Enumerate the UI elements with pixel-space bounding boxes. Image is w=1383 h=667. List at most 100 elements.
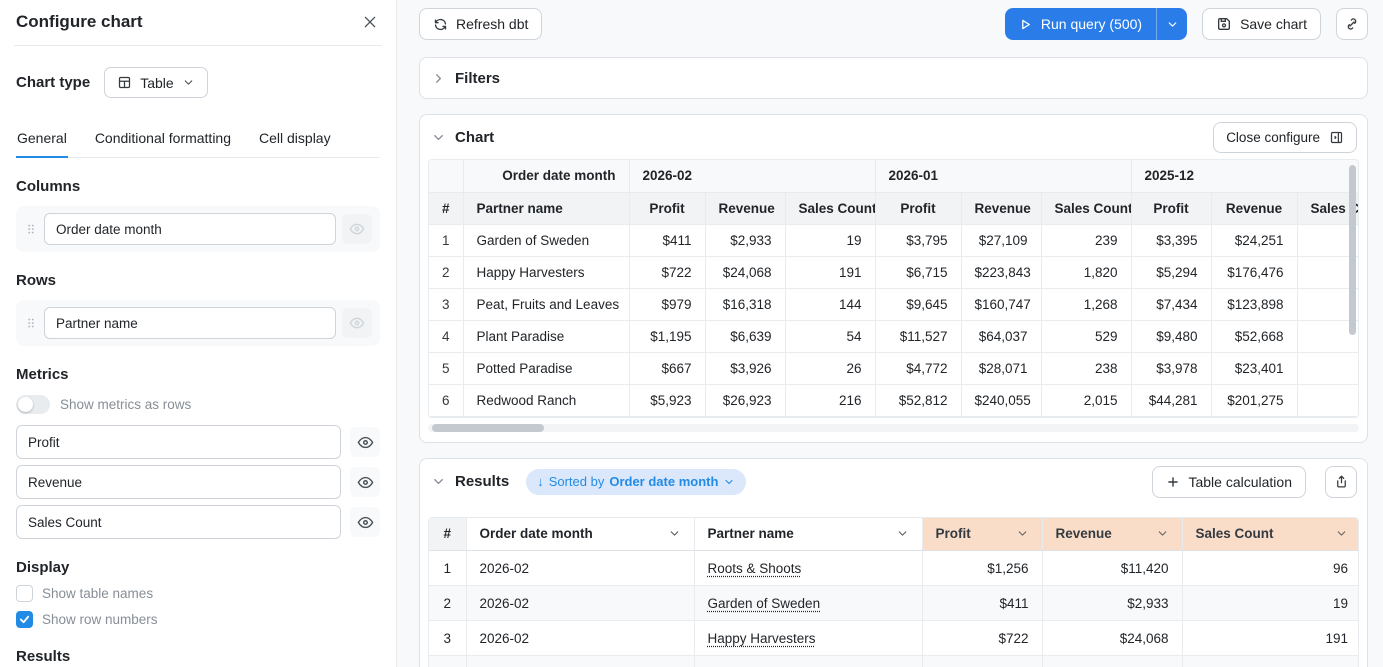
table-calculation-label: Table calculation — [1188, 473, 1292, 490]
run-query-dropdown[interactable] — [1156, 8, 1188, 40]
results-partner-cell: Garden of Sweden — [694, 585, 923, 621]
metric-input-profit[interactable] — [16, 425, 341, 459]
pivot-value-cell: $23,401 — [1211, 352, 1298, 385]
results-revenue-cell: $24,068 — [1042, 620, 1183, 656]
chevron-down-icon[interactable] — [1016, 527, 1029, 540]
results-revenue-cell: $11,420 — [1042, 550, 1183, 586]
pivot-row: 3 Peat, Fruits and Leaves $979 $16,318 144 $9… — [429, 288, 1358, 321]
columns-field-input[interactable] — [44, 213, 336, 245]
pivot-value-cell: $4,772 — [875, 352, 962, 385]
tab-conditional-formatting[interactable]: Conditional formatting — [94, 130, 231, 146]
results-header-label: Profit — [935, 526, 971, 542]
config-tabs: General Conditional formatting Cell disp… — [16, 122, 380, 158]
pivot-value-cell: $722 — [629, 256, 706, 289]
share-link-button[interactable] — [1336, 8, 1368, 40]
chevron-right-icon[interactable] — [431, 71, 446, 86]
run-query-split-button: Run query (500) — [1004, 8, 1188, 40]
pivot-column-group-label: 2025-12 — [1131, 160, 1358, 193]
rows-field-input[interactable] — [44, 307, 336, 339]
sorted-by-pill[interactable]: ↓ Sorted by Order date month — [526, 468, 747, 495]
pivot-value-cell: 239 — [1041, 224, 1132, 257]
pivot-row-number: 3 — [429, 288, 464, 321]
results-cell — [429, 655, 467, 667]
pivot-partner-name-cell: Peat, Fruits and Leaves — [463, 288, 630, 321]
chevron-down-icon[interactable] — [431, 130, 446, 145]
results-date-cell: 2026-02 — [466, 620, 695, 656]
pivot-row: 4 Plant Paradise $1,195 $6,639 54 $11,527 $64,… — [429, 320, 1358, 353]
pivot-value-cell: $6,715 — [875, 256, 962, 289]
chevron-down-icon[interactable] — [431, 474, 446, 489]
results-row: 2 2026-02 Garden of Sweden $411 $2,933 19 — [429, 585, 1358, 621]
vertical-scrollbar[interactable] — [1349, 165, 1356, 335]
pivot-value-cell — [1297, 224, 1358, 257]
results-profit-cell: $722 — [922, 620, 1043, 656]
results-row-number: 3 — [429, 620, 467, 656]
pivot-table: Order date month 2026-02 2026-01 2025-12 # Pa… — [429, 160, 1358, 417]
chart-type-select[interactable]: Table — [104, 67, 208, 98]
pivot-header-row: # Partner name Profit Revenue Sales Count Pro… — [429, 192, 1358, 225]
pivot-value-cell: $667 — [629, 352, 706, 385]
metric-input-revenue[interactable] — [16, 465, 341, 499]
eye-icon[interactable] — [342, 214, 372, 244]
pivot-metric-header: Revenue — [961, 192, 1042, 225]
columns-field-box — [16, 206, 380, 252]
pivot-value-cell: $1,195 — [629, 320, 706, 353]
refresh-dbt-button[interactable]: Refresh dbt — [419, 8, 543, 40]
close-configure-button[interactable]: Close configure — [1213, 121, 1357, 153]
pivot-value-cell: 238 — [1041, 352, 1132, 385]
pivot-value-cell: $123,898 — [1211, 288, 1298, 321]
table-calculation-button[interactable]: Table calculation — [1152, 465, 1306, 498]
pivot-value-cell: $26,923 — [705, 384, 786, 417]
partner-name-link[interactable]: Happy Harvesters — [707, 630, 816, 646]
pivot-value-cell: 1,820 — [1041, 256, 1132, 289]
drag-handle-icon[interactable] — [24, 222, 38, 236]
tab-cell-display[interactable]: Cell display — [259, 130, 331, 146]
partner-name-link[interactable]: Garden of Sweden — [707, 595, 821, 611]
close-icon[interactable] — [360, 12, 380, 32]
pivot-column-group-label: 2026-02 — [629, 160, 876, 193]
results-profit-cell: $411 — [922, 585, 1043, 621]
partner-name-link[interactable]: Roots & Shoots — [707, 560, 802, 576]
export-icon[interactable] — [1325, 465, 1357, 498]
chevron-down-icon — [723, 476, 735, 488]
pivot-value-cell: $2,933 — [705, 224, 786, 257]
results-title: Results — [455, 473, 510, 490]
results-row: 1 2026-02 Roots & Shoots $1,256 $11,420 96 — [429, 550, 1358, 586]
results-column-header-sales-count: Sales Count — [1182, 517, 1358, 551]
metric-input-sales-count[interactable] — [16, 505, 341, 539]
chevron-down-icon[interactable] — [668, 527, 681, 540]
pivot-metric-header: Sales Count — [1041, 192, 1132, 225]
drag-handle-icon[interactable] — [24, 316, 38, 330]
filters-title: Filters — [455, 69, 501, 87]
show-table-names-checkbox[interactable] — [16, 585, 33, 602]
results-cell — [922, 655, 1043, 667]
metrics-section-label: Metrics — [16, 366, 69, 383]
chevron-down-icon[interactable] — [1156, 527, 1169, 540]
eye-icon[interactable] — [350, 507, 380, 537]
tab-general[interactable]: General — [16, 122, 68, 158]
chart-panel: Chart Close configure Order date month 20… — [419, 114, 1368, 443]
pivot-value-cell: $5,923 — [629, 384, 706, 417]
eye-icon[interactable] — [350, 467, 380, 497]
show-metrics-as-rows-toggle[interactable] — [16, 395, 50, 414]
pivot-row-number: 6 — [429, 384, 464, 417]
pivot-partner-name-cell: Potted Paradise — [463, 352, 630, 385]
chevron-down-icon[interactable] — [896, 527, 909, 540]
pivot-row-number: 1 — [429, 224, 464, 257]
show-row-numbers-checkbox[interactable] — [16, 611, 33, 628]
toggle-label: Show metrics as rows — [60, 397, 192, 412]
results-header-label: Partner name — [707, 526, 794, 542]
run-query-button[interactable]: Run query (500) — [1004, 8, 1157, 40]
close-configure-label: Close configure — [1226, 129, 1320, 145]
pivot-value-cell: $176,476 — [1211, 256, 1298, 289]
chart-title: Chart — [455, 128, 495, 146]
eye-icon[interactable] — [350, 427, 380, 457]
chevron-down-icon[interactable] — [1335, 527, 1348, 540]
horizontal-scrollbar[interactable] — [428, 423, 1359, 432]
save-chart-button[interactable]: Save chart — [1202, 8, 1321, 40]
pivot-row: 6 Redwood Ranch $5,923 $26,923 216 $52,812 $24… — [429, 384, 1358, 417]
results-column-header-revenue: Revenue — [1042, 517, 1183, 551]
eye-icon[interactable] — [342, 308, 372, 338]
pivot-partner-name-cell: Happy Harvesters — [463, 256, 630, 289]
